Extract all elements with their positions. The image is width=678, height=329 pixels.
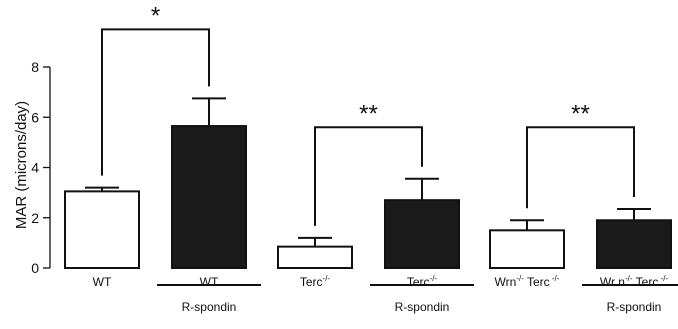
treatment-label: R-spondin bbox=[607, 300, 662, 314]
bar bbox=[596, 219, 672, 269]
y-tick-label: 4 bbox=[31, 160, 39, 176]
bar bbox=[171, 125, 247, 269]
significance-bracket bbox=[314, 126, 423, 226]
treatment-label: R-spondin bbox=[395, 300, 450, 314]
y-tick-label: 0 bbox=[31, 260, 39, 276]
significance-label: * bbox=[151, 2, 160, 29]
bars bbox=[64, 97, 672, 270]
treatment-label: R-spondin bbox=[182, 300, 237, 314]
y-tick-label: 8 bbox=[31, 59, 39, 75]
category-label: WT bbox=[200, 275, 219, 289]
bar bbox=[489, 229, 565, 269]
category-label: Terc-/- bbox=[300, 274, 331, 289]
treatment-labels: R-spondin R-spondin R-spondin bbox=[157, 284, 678, 314]
bar bbox=[277, 245, 353, 270]
significance-bracket bbox=[101, 28, 210, 176]
y-axis: 0 2 4 6 8 bbox=[31, 59, 51, 276]
category-label: Terc-/- bbox=[407, 274, 438, 289]
y-tick-label: 6 bbox=[31, 109, 39, 125]
significance-annotations: *** ** bbox=[101, 2, 635, 226]
y-axis-label: MAR (microns/day) bbox=[13, 101, 30, 229]
bar bbox=[384, 199, 460, 270]
significance-label: ** bbox=[359, 100, 378, 127]
category-label: Wr n-/- Terc -/- bbox=[600, 274, 669, 289]
category-label: Wrn-/- Terc -/- bbox=[495, 274, 560, 289]
category-label: WT bbox=[93, 275, 112, 289]
y-tick-label: 2 bbox=[31, 210, 39, 226]
bar bbox=[64, 190, 140, 269]
significance-bracket bbox=[526, 126, 635, 209]
significance-label: ** bbox=[571, 100, 590, 127]
category-labels: WT WT Terc-/- Terc-/- Wrn-/- Terc -/- Wr n-/-… bbox=[93, 274, 669, 289]
